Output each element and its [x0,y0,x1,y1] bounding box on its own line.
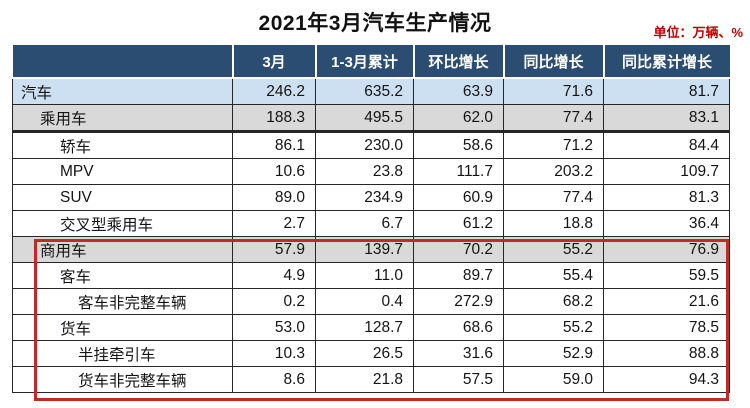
value-cell: 635.2 [315,77,414,105]
value-cell: 11.0 [315,262,414,289]
row-sedan: 轿车 86.1 230.0 58.6 71.2 84.4 [12,131,730,159]
value-cell: 2.7 [232,210,316,237]
row-label: 货车 [12,314,233,341]
row-label: 客车 [12,262,233,289]
value-cell: 26.5 [315,340,414,367]
row-label: 乘用车 [12,104,233,133]
page-title: 2021年3月汽车生产情况 [258,12,492,35]
row-auto-total: 汽车 246.2 635.2 63.9 71.6 81.7 [12,77,730,105]
value-cell: 4.9 [232,262,316,289]
production-table: 3月 1-3月累计 环比增长 同比增长 同比累计增长 汽车 246.2 635.… [12,45,730,393]
header-yoy-cum-growth: 同比累计增长 [602,45,730,79]
row-label: 汽车 [12,77,233,105]
row-bus-incomplete: 客车非完整车辆 0.2 0.4 272.9 68.2 21.6 [12,288,730,315]
value-cell: 71.6 [503,77,604,105]
value-cell: 21.6 [603,288,730,315]
value-cell: 0.4 [315,288,414,315]
value-cell: 68.2 [503,288,604,315]
value-cell: 60.9 [413,184,504,211]
row-label: 客车非完整车辆 [12,288,233,315]
value-cell: 272.9 [413,288,504,315]
row-bus: 客车 4.9 11.0 89.7 55.4 59.5 [12,262,730,289]
value-cell: 128.7 [315,314,414,341]
value-cell: 188.3 [232,104,316,133]
value-cell: 8.6 [232,366,316,393]
row-truck-incomplete: 货车非完整车辆 8.6 21.8 57.5 59.0 94.3 [12,366,730,393]
value-cell: 77.4 [503,104,604,133]
value-cell: 18.8 [503,210,604,237]
value-cell: 10.6 [232,158,316,185]
row-label: MPV [12,158,233,185]
row-crossover: 交叉型乘用车 2.7 6.7 61.2 18.8 36.4 [12,210,730,237]
value-cell: 203.2 [503,158,604,185]
row-label: 货车非完整车辆 [12,366,233,393]
value-cell: 76.9 [603,236,730,263]
table-header-row: 3月 1-3月累计 环比增长 同比增长 同比累计增长 [12,45,730,79]
value-cell: 246.2 [232,77,316,105]
header-mom-growth: 环比增长 [412,45,504,79]
value-cell: 31.6 [413,340,504,367]
value-cell: 139.7 [315,236,414,263]
value-cell: 86.1 [232,131,316,159]
value-cell: 83.1 [603,104,730,133]
value-cell: 55.4 [503,262,604,289]
row-label: 交叉型乘用车 [12,210,233,237]
value-cell: 52.9 [503,340,604,367]
row-mpv: MPV 10.6 23.8 111.7 203.2 109.7 [12,158,730,185]
row-tractor: 半挂牵引车 10.3 26.5 31.6 52.9 88.8 [12,340,730,367]
value-cell: 36.4 [603,210,730,237]
row-label: 轿车 [12,131,233,159]
value-cell: 230.0 [315,131,414,159]
value-cell: 55.2 [503,236,604,263]
value-cell: 234.9 [315,184,414,211]
value-cell: 6.7 [315,210,414,237]
value-cell: 71.2 [503,131,604,159]
header-empty-cell [12,45,233,79]
row-truck: 货车 53.0 128.7 68.6 55.2 78.5 [12,314,730,341]
row-suv: SUV 89.0 234.9 60.9 77.4 81.3 [12,184,730,211]
unit-note: 单位：万辆、% [653,25,743,40]
header-cumulative: 1-3月累计 [314,45,414,79]
value-cell: 61.2 [413,210,504,237]
value-cell: 70.2 [413,236,504,263]
value-cell: 81.7 [603,77,730,105]
header-yoy-growth: 同比增长 [502,45,604,79]
value-cell: 55.2 [503,314,604,341]
value-cell: 68.6 [413,314,504,341]
value-cell: 21.8 [315,366,414,393]
value-cell: 111.7 [413,158,504,185]
value-cell: 53.0 [232,314,316,341]
header-march: 3月 [231,45,316,79]
value-cell: 59.5 [603,262,730,289]
value-cell: 63.9 [413,77,504,105]
value-cell: 88.8 [603,340,730,367]
value-cell: 77.4 [503,184,604,211]
value-cell: 109.7 [603,158,730,185]
value-cell: 495.5 [315,104,414,133]
value-cell: 57.5 [413,366,504,393]
header-area: 2021年3月汽车生产情况 单位：万辆、% [0,0,750,45]
row-commercial: 商用车 57.9 139.7 70.2 55.2 76.9 [12,236,730,263]
value-cell: 94.3 [603,366,730,393]
value-cell: 10.3 [232,340,316,367]
row-label: 半挂牵引车 [12,340,233,367]
value-cell: 78.5 [603,314,730,341]
row-label: 商用车 [12,236,233,263]
value-cell: 81.3 [603,184,730,211]
value-cell: 59.0 [503,366,604,393]
value-cell: 89.0 [232,184,316,211]
value-cell: 0.2 [232,288,316,315]
value-cell: 84.4 [603,131,730,159]
value-cell: 57.9 [232,236,316,263]
row-label: SUV [12,184,233,211]
value-cell: 62.0 [413,104,504,133]
row-passenger: 乘用车 188.3 495.5 62.0 77.4 83.1 [12,104,730,133]
value-cell: 89.7 [413,262,504,289]
value-cell: 58.6 [413,131,504,159]
value-cell: 23.8 [315,158,414,185]
